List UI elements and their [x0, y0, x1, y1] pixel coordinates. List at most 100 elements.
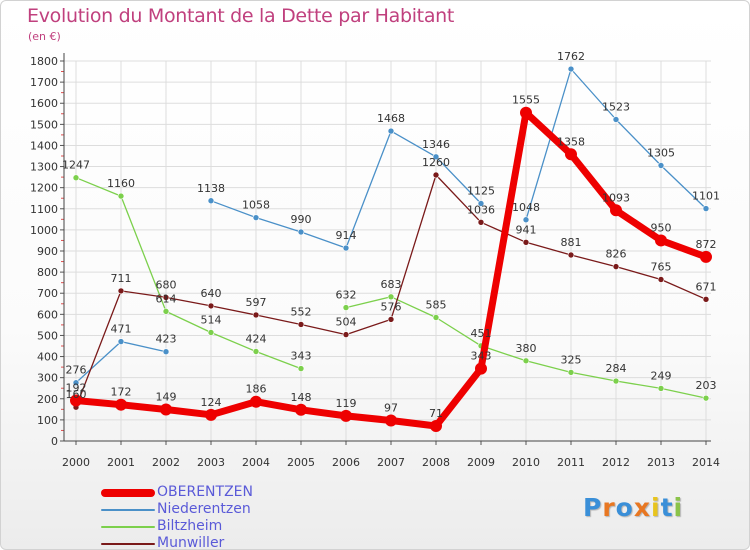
data-point-biltzheim — [72, 174, 80, 182]
data-label-niederentzen: 471 — [111, 323, 132, 336]
data-point-munwiller — [207, 302, 215, 310]
legend-swatch — [101, 526, 155, 528]
x-tick-label: 2013 — [647, 456, 675, 469]
y-tick-label: 1100 — [30, 203, 58, 216]
data-label-oberentzen: 1555 — [512, 94, 540, 107]
data-label-niederentzen: 1048 — [512, 201, 540, 214]
data-point-oberentzen — [610, 204, 622, 217]
data-point-munwiller — [702, 296, 710, 303]
x-tick-label: 2006 — [332, 456, 360, 469]
data-point-oberentzen — [160, 403, 172, 416]
data-point-biltzheim — [702, 394, 710, 402]
data-point-munwiller — [387, 316, 395, 323]
data-label-munwiller: 671 — [696, 280, 717, 293]
legend-label: Biltzheim — [157, 518, 223, 534]
data-label-munwiller: 881 — [561, 236, 582, 249]
data-label-munwiller: 1036 — [467, 203, 495, 216]
data-point-niederentzen — [297, 228, 305, 236]
data-point-biltzheim — [432, 314, 440, 321]
data-label-niederentzen: 423 — [156, 333, 177, 346]
data-label-munwiller: 941 — [516, 223, 537, 236]
data-label-biltzheim: 514 — [201, 313, 222, 326]
data-point-biltzheim — [522, 357, 530, 365]
x-tick-label: 2001 — [107, 456, 135, 469]
data-label-biltzheim: 284 — [606, 362, 627, 375]
data-point-munwiller — [297, 321, 305, 328]
data-label-biltzheim: 1247 — [62, 159, 90, 172]
data-point-munwiller — [477, 218, 485, 226]
data-point-niederentzen — [567, 65, 575, 73]
data-label-niederentzen: 990 — [291, 213, 312, 226]
data-label-munwiller: 576 — [381, 300, 402, 313]
axes: 0 100 200 300 400 500 600 700 800 900 1000 1100 1200… — [30, 53, 720, 469]
logo-letter: r — [602, 493, 616, 522]
data-label-biltzheim: 343 — [291, 350, 312, 363]
proxiti-logo: Proxiti — [583, 493, 683, 522]
legend-label: Munwiller — [157, 535, 225, 550]
data-label-oberentzen: 950 — [651, 221, 672, 234]
data-point-biltzheim — [252, 348, 260, 355]
grid — [64, 60, 711, 442]
data-label-niederentzen: 276 — [66, 364, 87, 377]
y-tick-label: 700 — [37, 287, 58, 300]
data-point-niederentzen — [522, 216, 530, 224]
x-tick-label: 2009 — [467, 456, 495, 469]
y-tick-label: 300 — [37, 372, 58, 385]
data-point-oberentzen — [385, 414, 397, 427]
legend-label: Niederentzen — [157, 501, 251, 517]
data-label-biltzheim: 249 — [651, 369, 672, 382]
data-label-oberentzen: 186 — [246, 383, 267, 396]
data-label-munwiller: 597 — [246, 296, 267, 309]
data-label-biltzheim: 683 — [381, 278, 402, 291]
data-point-munwiller — [612, 263, 620, 270]
data-label-oberentzen: 343 — [471, 350, 492, 363]
data-label-munwiller: 504 — [336, 316, 357, 329]
data-label-oberentzen: 1358 — [557, 135, 585, 148]
data-label-biltzheim: 380 — [516, 342, 537, 355]
data-label-biltzheim: 451 — [471, 327, 492, 340]
x-tick-label: 2002 — [152, 456, 180, 469]
data-point-niederentzen — [387, 127, 395, 135]
data-label-oberentzen: 172 — [111, 386, 132, 399]
data-point-munwiller — [522, 239, 530, 246]
data-point-oberentzen — [250, 395, 262, 408]
data-point-biltzheim — [567, 369, 575, 376]
x-tick-label: 2005 — [287, 456, 315, 469]
data-point-munwiller — [567, 251, 575, 259]
legend-swatch — [101, 489, 155, 497]
y-tick-label: 1600 — [30, 97, 58, 110]
y-tick-label: 500 — [37, 329, 58, 342]
data-point-biltzheim — [612, 377, 620, 385]
data-point-niederentzen — [342, 244, 350, 252]
data-label-munwiller: 765 — [651, 261, 672, 274]
x-tick-label: 2007 — [377, 456, 405, 469]
data-point-oberentzen — [520, 106, 532, 119]
y-tick-label: 200 — [37, 393, 58, 406]
data-label-biltzheim: 585 — [426, 299, 447, 312]
y-tick-label: 600 — [37, 308, 58, 321]
data-label-biltzheim: 325 — [561, 353, 582, 366]
data-label-munwiller: 640 — [201, 287, 222, 300]
y-tick-label: 1300 — [30, 161, 58, 174]
x-tick-label: 2000 — [62, 456, 90, 469]
data-point-niederentzen — [72, 379, 80, 387]
data-label-munwiller: 711 — [111, 272, 132, 285]
data-label-niederentzen: 1125 — [467, 185, 495, 198]
y-tick-label: 0 — [51, 435, 58, 448]
data-label-oberentzen: 149 — [156, 391, 177, 404]
x-tick-label: 2010 — [512, 456, 540, 469]
data-point-biltzheim — [387, 293, 395, 301]
data-label-oberentzen: 872 — [696, 238, 717, 251]
data-point-munwiller — [432, 171, 440, 179]
data-point-biltzheim — [297, 365, 305, 372]
y-tick-label: 1700 — [30, 76, 58, 89]
data-label-oberentzen: 119 — [336, 397, 357, 410]
y-tick-label: 1800 — [30, 55, 58, 68]
data-label-oberentzen: 192 — [66, 381, 87, 394]
data-point-biltzheim — [117, 192, 125, 200]
data-point-niederentzen — [612, 116, 620, 123]
x-tick-label: 2011 — [557, 456, 585, 469]
legend-swatch — [101, 509, 155, 511]
data-point-oberentzen — [475, 362, 487, 375]
data-point-niederentzen — [657, 162, 665, 169]
